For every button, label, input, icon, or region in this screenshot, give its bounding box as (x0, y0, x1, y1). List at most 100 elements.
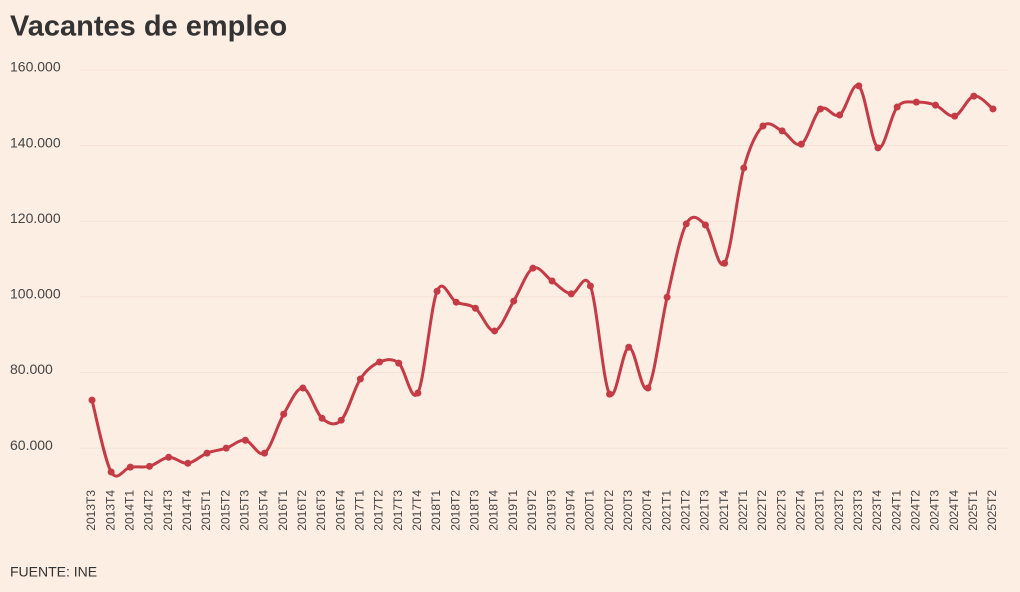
x-tick-label: 2019T2 (525, 490, 539, 531)
point (261, 449, 269, 457)
x-tick-label: 2023T3 (851, 490, 865, 531)
x-tick-label: 2020T1 (583, 490, 597, 531)
point (931, 101, 939, 109)
x-tick-label: 2018T3 (468, 490, 482, 531)
chart-title: Vacantes de empleo (10, 11, 287, 43)
x-tick-label: 2016T2 (295, 490, 309, 531)
y-tick-label: 100.000 (10, 286, 61, 302)
x-tick-label: 2014T4 (180, 490, 194, 531)
x-tick-label: 2013T3 (84, 490, 98, 531)
x-tick-label: 2022T4 (793, 490, 807, 531)
x-tick-label: 2024T1 (889, 490, 903, 531)
point (797, 140, 805, 148)
point (663, 293, 671, 301)
x-tick-label: 2014T2 (142, 490, 156, 531)
x-tick-label: 2018T4 (487, 490, 501, 531)
point (893, 103, 901, 111)
point (471, 304, 479, 312)
point (88, 396, 96, 404)
x-tick-label: 2017T2 (372, 490, 386, 531)
point (165, 453, 173, 461)
point (970, 92, 978, 100)
x-tick-label: 2016T3 (314, 490, 328, 531)
point (491, 327, 499, 335)
point (625, 343, 633, 351)
x-tick-label: 2025T1 (966, 490, 980, 531)
point (586, 282, 594, 290)
point (203, 449, 211, 457)
x-tick-label: 2018T1 (429, 490, 443, 531)
point (356, 375, 364, 383)
point (184, 459, 192, 467)
x-tick-label: 2024T3 (928, 490, 942, 531)
y-tick-label: 160.000 (10, 59, 61, 75)
point (280, 410, 288, 418)
point (951, 112, 959, 120)
point (644, 384, 652, 392)
x-tick-label: 2015T1 (199, 490, 213, 531)
point (318, 414, 326, 422)
x-tick-label: 2021T2 (678, 490, 692, 531)
y-tick-label: 60.000 (10, 437, 53, 453)
point (299, 384, 307, 392)
y-tick-label: 120.000 (10, 210, 61, 226)
x-tick-label: 2023T1 (813, 490, 827, 531)
x-tick-label: 2015T4 (257, 490, 271, 531)
x-tick-label: 2016T1 (276, 490, 290, 531)
x-tick-label: 2020T3 (621, 490, 635, 531)
point (989, 105, 997, 113)
point (529, 264, 537, 272)
point (222, 444, 230, 452)
point (146, 462, 154, 470)
x-tick-label: 2020T4 (640, 490, 654, 531)
line (90, 83, 994, 478)
point (874, 144, 882, 152)
point (107, 468, 115, 476)
x-tick-label: 2022T1 (736, 490, 750, 531)
source: FUENTE: INE (10, 564, 97, 580)
y-tick-label: 140.000 (10, 134, 61, 150)
x-tick-label: 2013T4 (103, 490, 117, 531)
x-tick-label: 2019T3 (544, 490, 558, 531)
point (606, 390, 614, 398)
point (759, 122, 767, 130)
point (778, 127, 786, 135)
point (912, 98, 920, 106)
x-tick-label: 2025T2 (985, 490, 999, 531)
point (682, 220, 690, 228)
x-tick-label: 2024T4 (947, 490, 961, 531)
x-tick-label: 2022T2 (755, 490, 769, 531)
x-tick-label: 2019T4 (563, 490, 577, 531)
x-tick-label: 2017T3 (391, 490, 405, 531)
x-tick-label: 2023T4 (870, 490, 884, 531)
point (701, 221, 709, 229)
x-tick-label: 2023T2 (832, 490, 846, 531)
x-tick-label: 2022T3 (774, 490, 788, 531)
point (816, 105, 824, 113)
x-tick-label: 2015T3 (238, 490, 252, 531)
point (433, 287, 441, 295)
point (740, 164, 748, 172)
point (126, 463, 134, 471)
x-tick-label: 2021T4 (717, 490, 731, 531)
x-tick-label: 2017T4 (410, 490, 424, 531)
x-tick-label: 2018T2 (448, 490, 462, 531)
y-tick-label: 80.000 (10, 361, 53, 377)
point (337, 416, 345, 424)
x-tick-label: 2021T3 (698, 490, 712, 531)
point (452, 298, 460, 306)
point (855, 82, 863, 90)
x-tick-label: 2024T2 (908, 490, 922, 531)
x-tick-label: 2021T1 (659, 490, 673, 531)
point (414, 389, 422, 397)
point (548, 277, 556, 285)
point (395, 359, 403, 367)
point (510, 297, 518, 305)
point (721, 259, 729, 267)
x-tick-label: 2020T2 (602, 490, 616, 531)
x-tick-label: 2019T1 (506, 490, 520, 531)
point (567, 290, 575, 298)
x-tick-label: 2016T4 (333, 490, 347, 531)
x-tick-label: 2015T2 (218, 490, 232, 531)
